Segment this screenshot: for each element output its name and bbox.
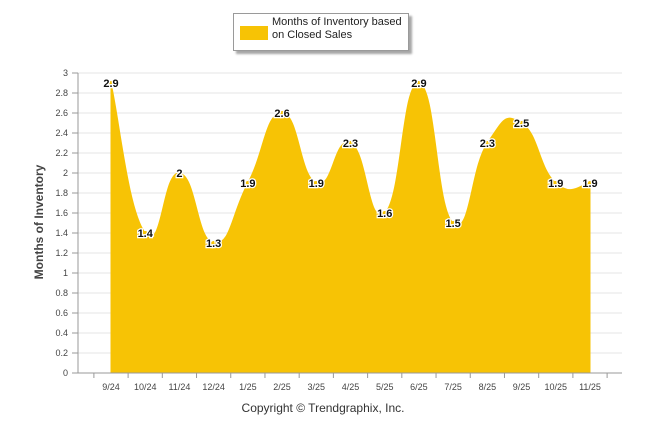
y-tick-label: 2 <box>63 168 68 178</box>
data-point <box>451 221 456 225</box>
y-tick-label: 2.2 <box>55 148 68 158</box>
x-tick-label: 9/24 <box>102 382 120 392</box>
data-point <box>416 81 421 85</box>
y-tick-label: 2.4 <box>55 128 68 138</box>
x-tick-label: 9/25 <box>513 382 531 392</box>
data-label: 2.3 <box>480 138 495 150</box>
area-series <box>109 81 592 374</box>
legend: Months of Inventory based on Closed Sale… <box>233 13 409 51</box>
data-label: 1.9 <box>240 178 255 190</box>
y-tick-label: 0.8 <box>55 288 68 298</box>
data-point <box>109 81 113 85</box>
x-tick-label: 11/25 <box>579 382 601 392</box>
data-label: 2.6 <box>274 108 289 120</box>
data-label: 2.3 <box>343 138 358 150</box>
x-tick-label: 2/25 <box>273 382 291 392</box>
y-tick-label: 0.6 <box>55 308 68 318</box>
data-point <box>314 181 319 185</box>
y-tick-label: 2.8 <box>55 88 68 98</box>
axes: 0 0.2 0.4 0.6 0.8 1 1.2 1.4 1.6 1.8 2 2.2 2.4 2.6 2.8 3… <box>55 68 622 392</box>
data-label: 1.3 <box>206 238 221 250</box>
data-point <box>382 211 387 215</box>
legend-label-line-1: Months of Inventory based <box>272 16 402 28</box>
legend-label: Months of Inventory based on Closed Sale… <box>272 16 406 42</box>
y-tick-label: 3 <box>63 68 68 78</box>
data-label: 1.9 <box>309 178 324 190</box>
data-point <box>519 121 524 125</box>
x-tick-label: 10/24 <box>134 382 157 392</box>
data-point <box>143 231 148 235</box>
data-point <box>245 181 250 185</box>
data-label: 2.9 <box>103 78 118 90</box>
x-tick-label: 7/25 <box>444 382 462 392</box>
data-point <box>485 141 490 145</box>
x-tick-label: 6/25 <box>410 382 428 392</box>
legend-label-line-2: on Closed Sales <box>272 29 353 41</box>
data-point <box>177 171 182 175</box>
y-tick-label: 0.4 <box>55 328 68 338</box>
x-tick-label: 3/25 <box>308 382 326 392</box>
data-label: 2.9 <box>411 78 426 90</box>
data-labels: 2.9 1.4 2 1.3 1.9 2.6 1.9 2.3 1.6 2.9 1.5 2.3 2.5 1.9… <box>102 77 599 252</box>
legend-swatch <box>240 26 268 40</box>
x-tick-label: 1/25 <box>239 382 257 392</box>
x-tick-label: 11/24 <box>168 382 190 392</box>
x-tick-label: 8/25 <box>479 382 497 392</box>
data-point <box>588 181 592 185</box>
data-point <box>211 241 216 245</box>
x-tick-label: 10/25 <box>545 382 568 392</box>
data-point <box>553 181 558 185</box>
data-label: 2 <box>176 168 182 180</box>
data-point <box>348 141 353 145</box>
data-label: 1.6 <box>377 208 392 220</box>
y-tick-label: 1.4 <box>55 228 68 238</box>
data-label: 1.9 <box>582 178 597 190</box>
x-tick-label: 4/25 <box>342 382 360 392</box>
y-tick-label: 1.6 <box>55 208 68 218</box>
x-tick-label: 5/25 <box>376 382 394 392</box>
copyright-text: Copyright © Trendgraphix, Inc. <box>241 401 405 415</box>
x-tick-label: 12/24 <box>202 382 225 392</box>
y-tick-label: 1.8 <box>55 188 68 198</box>
data-label: 1.5 <box>445 218 460 230</box>
y-tick-label: 1.2 <box>55 248 68 258</box>
y-tick-label: 2.6 <box>55 108 68 118</box>
data-label: 2.5 <box>514 118 529 130</box>
data-point <box>280 111 285 115</box>
y-tick-label: 1 <box>63 268 68 278</box>
y-axis-title: Months of Inventory <box>32 164 46 279</box>
data-label: 1.4 <box>138 228 154 240</box>
y-tick-label: 0 <box>63 368 68 378</box>
y-tick-label: 0.2 <box>55 348 68 358</box>
data-label: 1.9 <box>548 178 563 190</box>
